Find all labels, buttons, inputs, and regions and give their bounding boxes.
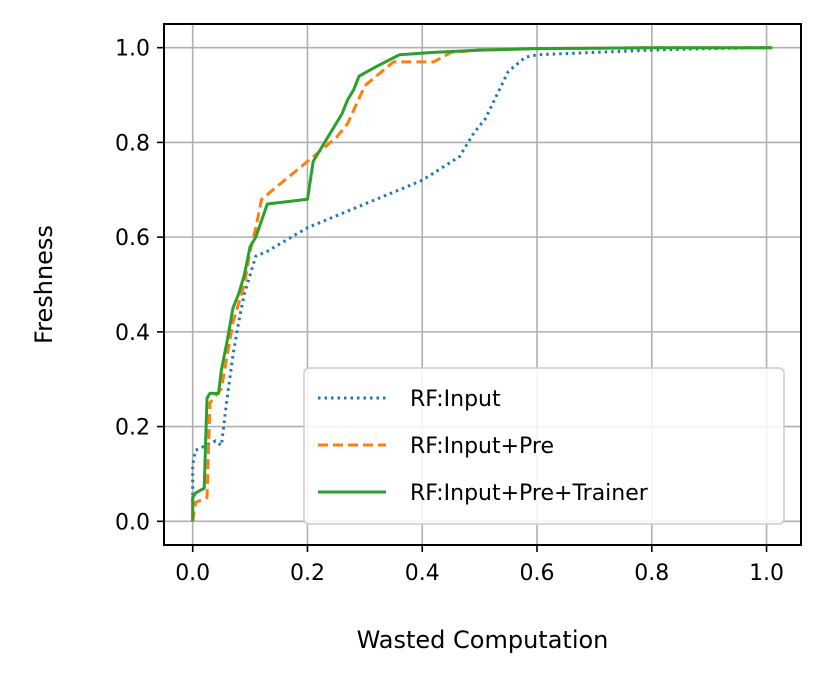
x-tick-label-5: 1.0 [749,561,784,586]
axis-ticks: 0.0 0.2 0.4 0.6 0.8 1.0 0.0 0.2 0.4 0.6 0.8 1.0 [115,37,784,586]
series-lines [191,46,773,522]
y-tick-label-3: 0.6 [115,226,150,251]
legend: RF:Input RF:Input+Pre RF:Input+Pre+Trainer [303,367,785,525]
grid [164,24,801,545]
y-tick-label-1: 0.2 [115,416,150,441]
x-tick-label-2: 0.4 [405,561,440,586]
y-tick-label-4: 0.8 [115,131,150,156]
x-tick-label-1: 0.2 [290,561,325,586]
y-tick-label-5: 1.0 [115,37,150,62]
legend-label-2: RF:Input+Pre+Trainer [410,481,649,506]
x-tick-label-4: 0.8 [634,561,669,586]
x-axis-label: Wasted Computation [357,626,609,654]
x-tick-label-0: 0.0 [175,561,210,586]
series-line-2 [191,46,773,522]
y-tick-label-0: 0.0 [115,510,150,535]
plot-frame [163,23,802,546]
legend-label-1: RF:Input+Pre [410,434,554,459]
y-tick-label-2: 0.4 [115,321,150,346]
y-axis-label: Freshness [30,225,58,344]
legend-label-0: RF:Input [410,387,501,412]
legend-box [303,367,785,525]
x-tick-label-3: 0.6 [520,561,555,586]
